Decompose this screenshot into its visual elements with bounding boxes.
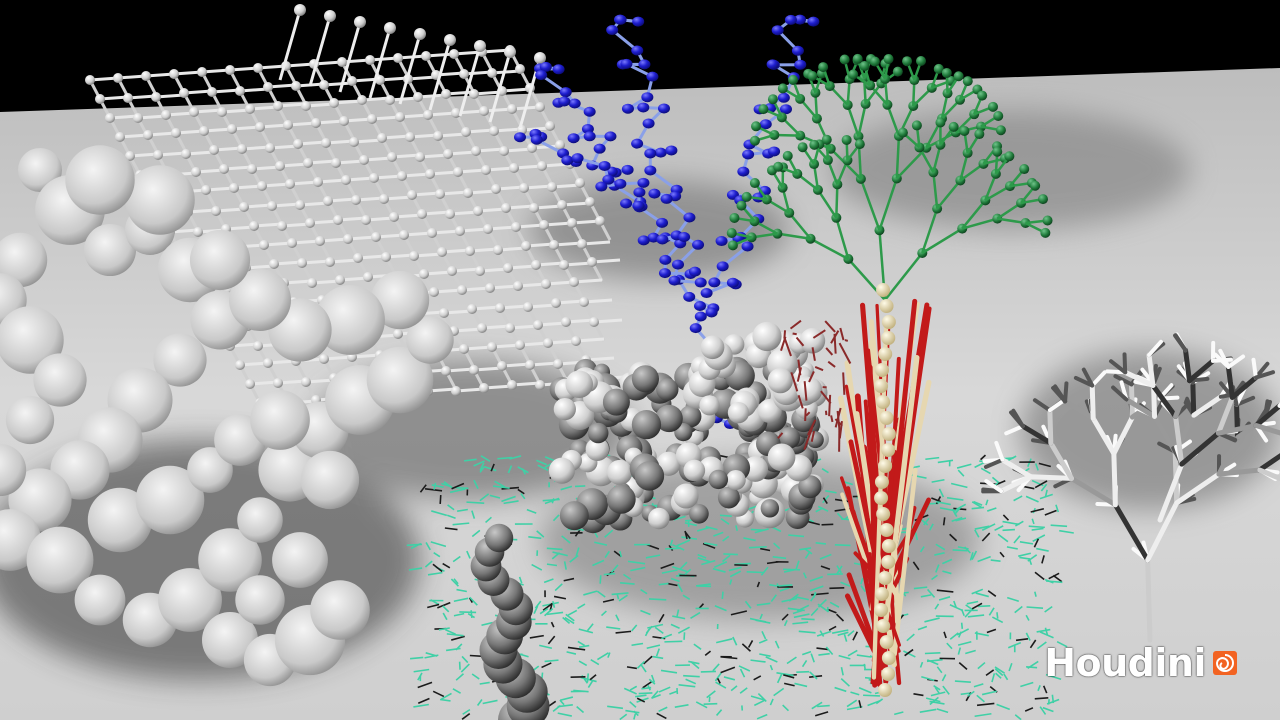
green-branching-tree xyxy=(726,53,1053,301)
blue-molecule-chain xyxy=(514,14,820,430)
houdini-watermark: Houdini xyxy=(1044,644,1238,682)
houdini-logo-icon xyxy=(1213,651,1237,675)
houdini-logo-text: Houdini xyxy=(1044,641,1206,685)
red-tree-stalk xyxy=(777,283,932,697)
molecular-surface xyxy=(0,145,454,687)
teal-grass-field xyxy=(406,454,1074,720)
protein-spheres xyxy=(470,321,829,720)
grey-branching-tree xyxy=(981,332,1280,643)
